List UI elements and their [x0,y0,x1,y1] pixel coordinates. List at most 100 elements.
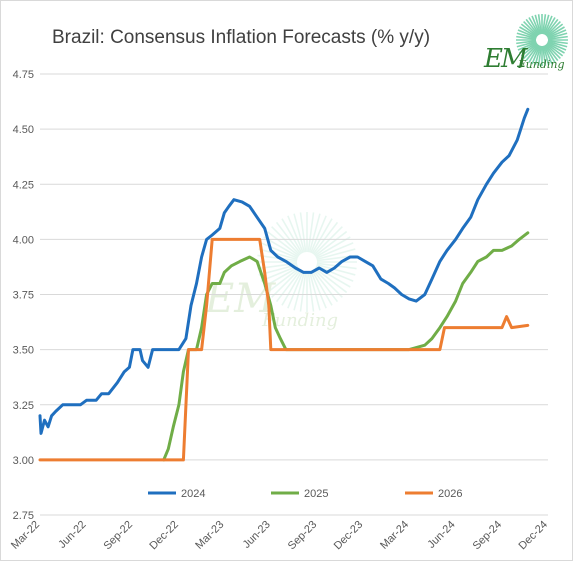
y-tick-label: 3.75 [13,290,34,302]
sunburst-ray [281,218,303,254]
sunburst-ray [311,270,333,306]
x-tick-label: Dec-23 [332,519,366,553]
sunburst-ray [308,213,321,253]
y-tick-label: 4.00 [13,234,34,246]
sunburst-ray [312,221,339,255]
sunburst-ray [260,242,299,259]
sunburst-ray [316,248,356,261]
x-tick-label: Jun-24 [425,519,457,551]
sunburst-ray [545,43,561,59]
sunburst-ray [311,218,333,254]
sunburst-ray [307,212,315,253]
y-tick-label: 4.50 [13,124,34,136]
sunburst-ray [531,15,541,35]
sunburst-ray [547,39,568,45]
sunburst-ray [271,226,301,256]
sunburst-ray [523,43,539,59]
sunburst-ray [544,17,556,36]
legend-label-2026: 2026 [438,488,462,500]
legend: 2024 2025 2026 [148,488,462,500]
em-funding-logo: EM Funding [474,8,570,90]
sunburst-ray [299,271,307,312]
y-tick-label: 3.25 [13,400,34,412]
sunburst-ray [534,45,542,66]
sunburst-ray [308,271,321,311]
sunburst-ray [525,18,539,36]
sunburst-ray [310,270,327,309]
sunburst-ray [258,248,298,261]
sunburst-ray [537,14,543,35]
sunburst-ray [293,271,306,311]
sunburst-ray [525,44,539,62]
sunburst-ray [287,270,304,309]
sunburst-ray [310,215,327,254]
sunburst-ray [542,14,550,35]
sunburst-ray [266,267,300,294]
sunburst-ray [271,268,301,298]
sunburst-ray [287,215,304,254]
legend-label-2024: 2024 [181,488,205,500]
sunburst-ray [546,43,564,57]
legend-label-2025: 2025 [304,488,328,500]
sunburst-ray [546,23,564,37]
sunburst-ray [281,270,303,306]
sunburst-ray [263,266,299,288]
sunburst-ray [519,26,538,38]
x-tick-label: Jun-22 [56,519,88,551]
sunburst-ray [528,44,540,63]
sunburst-ray [315,242,354,259]
sunburst-ray [516,40,537,48]
sunburst-ray [313,226,343,256]
y-tick-label: 4.25 [13,179,34,191]
sunburst-ray [312,269,339,303]
chart-title: Brazil: Consensus Inflation Forecasts (%… [52,27,431,48]
sunburst-ray [541,45,547,66]
x-tick-label: Dec-22 [147,519,181,553]
logo-em-text: EM [484,44,528,74]
sunburst-ray [534,14,542,35]
logo-sunburst-icon [516,14,568,66]
sunburst-ray [516,35,537,41]
x-tick-label: Mar-22 [9,519,42,552]
y-tick-label: 3.50 [13,345,34,357]
x-tick-label: Jun-23 [241,519,273,551]
sunburst-ray [545,21,561,37]
sunburst-ray [544,44,556,63]
logo-funding-text: Funding [518,58,565,71]
sunburst-ray [314,267,348,294]
sunburst-ray [314,230,348,257]
sunburst-ray [517,29,537,39]
x-tick-label: Mar-23 [193,519,226,552]
gridlines [40,73,548,516]
sunburst-ray [520,43,538,57]
sunburst-ray [547,32,568,40]
sunburst-ray [528,17,540,36]
x-tick-label: Sep-23 [286,519,320,553]
sunburst-ray [293,213,306,253]
sunburst-ray [537,45,543,66]
sunburst-ray [543,15,553,35]
sunburst-ray [519,42,538,54]
series-group [38,107,530,462]
sunburst-ray [523,21,539,37]
sunburst-ray [275,221,302,255]
sunburst-ray [545,18,559,36]
x-tick-label: Sep-24 [471,519,505,553]
sunburst-ray [542,45,550,66]
sunburst-ray [541,14,547,35]
sunburst-ray [547,35,568,41]
sunburst-ray [547,40,568,48]
sunburst-ray [516,39,537,45]
y-tick-label: 4.75 [13,69,34,81]
sunburst-ray [315,236,351,258]
x-tick-label: Dec-24 [517,519,551,553]
sunburst-ray [545,44,559,62]
watermark-funding-text: Funding [261,310,338,331]
sunburst-ray [316,263,356,276]
sunburst-ray [307,271,315,312]
sunburst-ray [266,230,300,257]
sunburst-ray [313,268,343,298]
y-tick-label: 2.75 [13,510,34,522]
sunburst-ray [531,45,541,65]
